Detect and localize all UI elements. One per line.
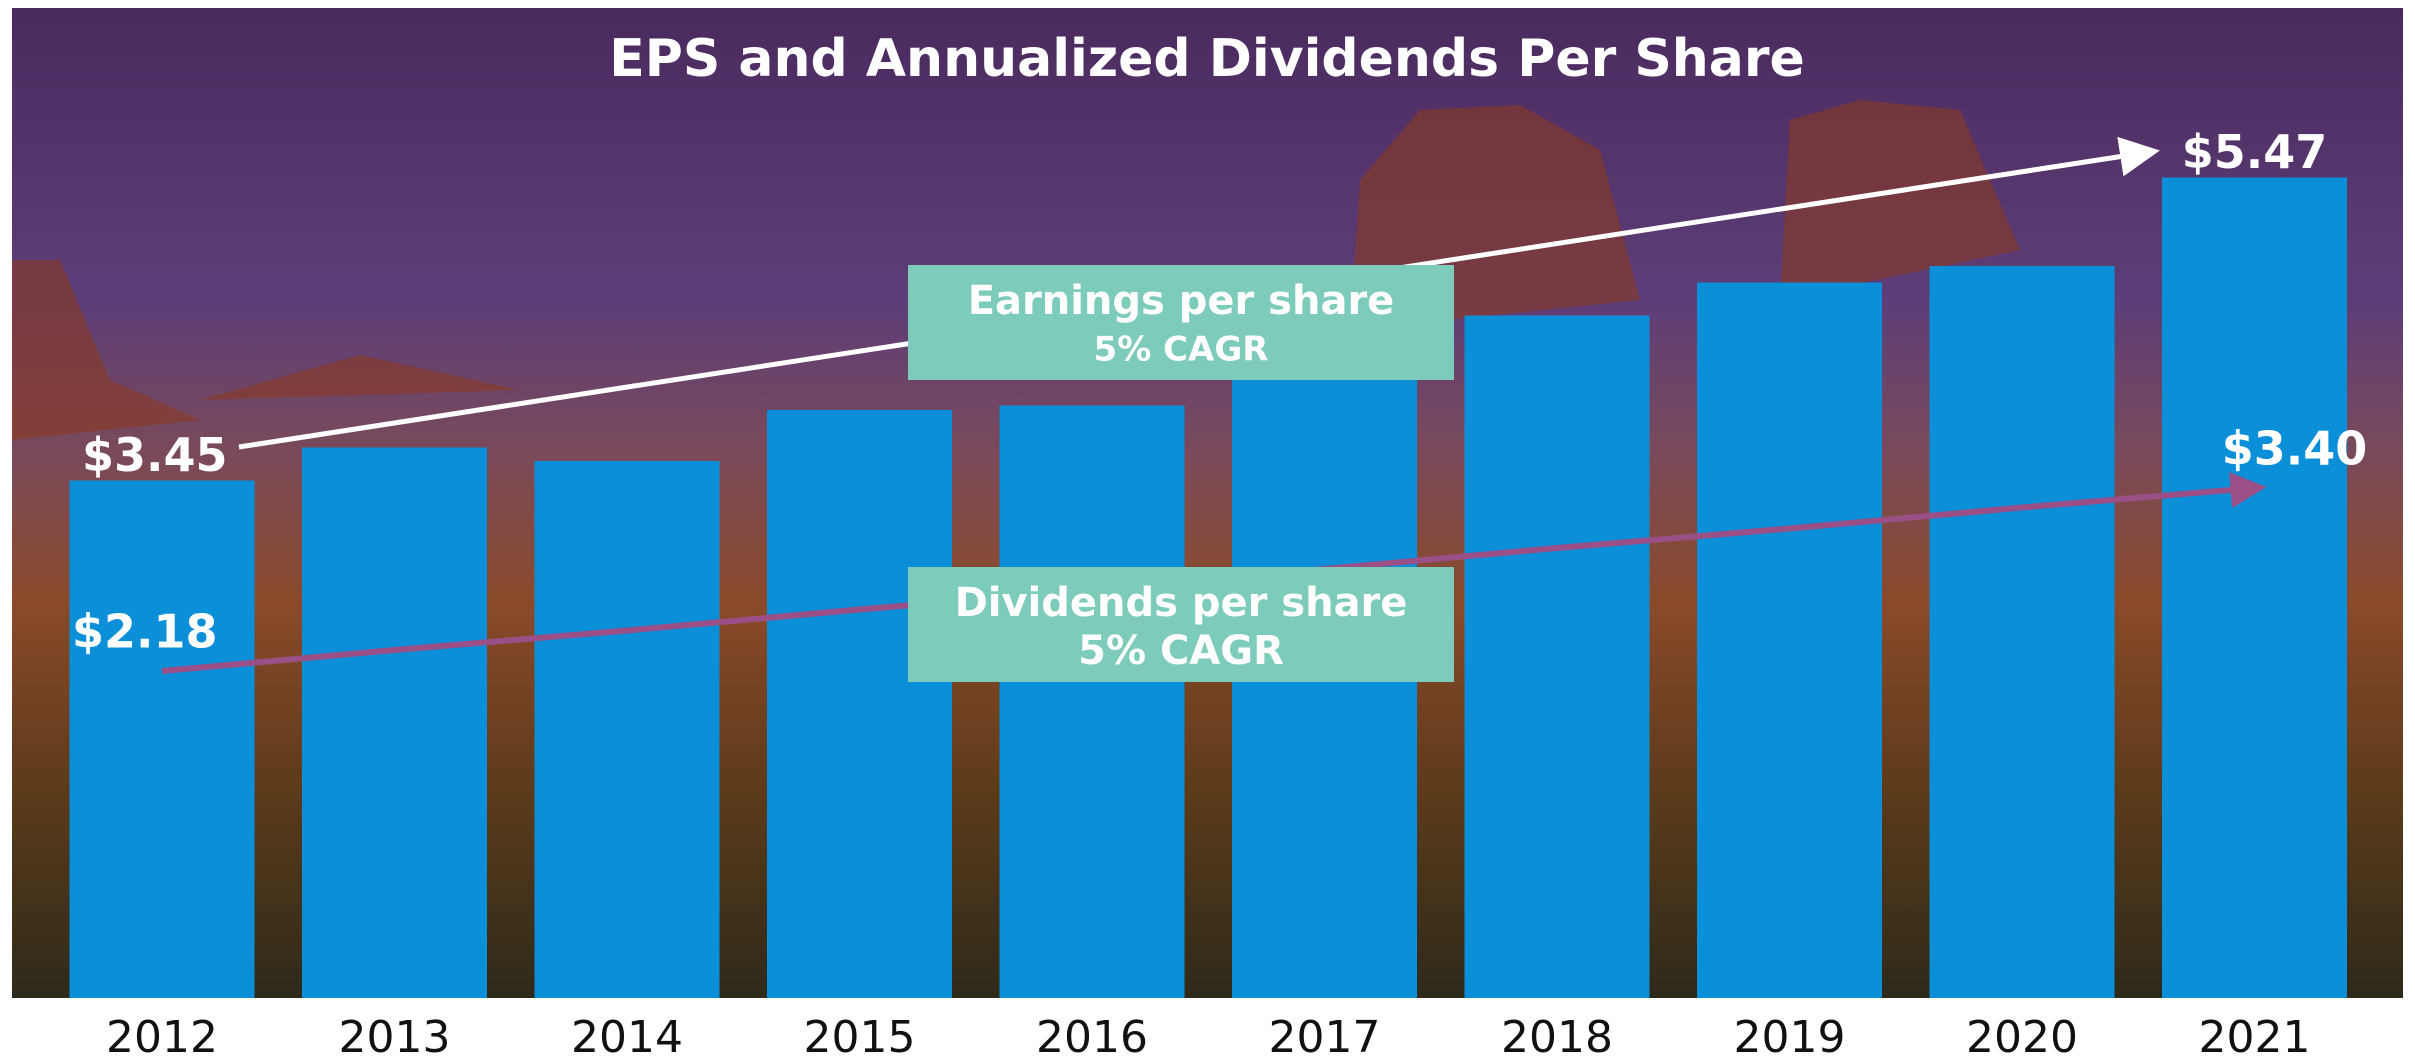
annotation-text: Dividends per share	[955, 580, 1408, 626]
chart: EPS and Annualized Dividends Per Share $…	[0, 0, 2415, 1062]
page: EPS and Annualized Dividends Per Share $…	[0, 0, 2415, 1062]
annotation-text: Earnings per share	[968, 278, 1395, 324]
value-label: $3.40	[2222, 422, 2368, 476]
x-tick-label: 2018	[1501, 1012, 1613, 1062]
value-label: $3.45	[82, 428, 228, 482]
bar	[1465, 316, 1650, 999]
chart-title: EPS and Annualized Dividends Per Share	[609, 29, 1805, 89]
x-tick-label: 2013	[339, 1012, 451, 1062]
bar	[535, 461, 720, 998]
value-label: $2.18	[72, 605, 218, 659]
x-tick-label: 2016	[1036, 1012, 1148, 1062]
x-tick-label: 2017	[1269, 1012, 1381, 1062]
bar	[1232, 368, 1417, 998]
bar	[70, 481, 255, 999]
x-tick-label: 2021	[2199, 1012, 2311, 1062]
x-tick-label: 2012	[106, 1012, 218, 1062]
annotation-subtext: 5% CAGR	[1094, 330, 1269, 370]
x-tick-label: 2015	[804, 1012, 916, 1062]
bar	[1697, 283, 1882, 999]
bar	[767, 410, 952, 998]
x-tick-label: 2019	[1734, 1012, 1846, 1062]
bar	[1000, 406, 1185, 999]
x-tick-label: 2020	[1966, 1012, 2078, 1062]
x-tick-label: 2014	[571, 1012, 683, 1062]
annotation-subtext: 5% CAGR	[1078, 628, 1284, 674]
bar	[1930, 266, 2115, 998]
bar	[2162, 178, 2347, 999]
value-label: $5.47	[2182, 125, 2328, 179]
bar	[302, 448, 487, 999]
